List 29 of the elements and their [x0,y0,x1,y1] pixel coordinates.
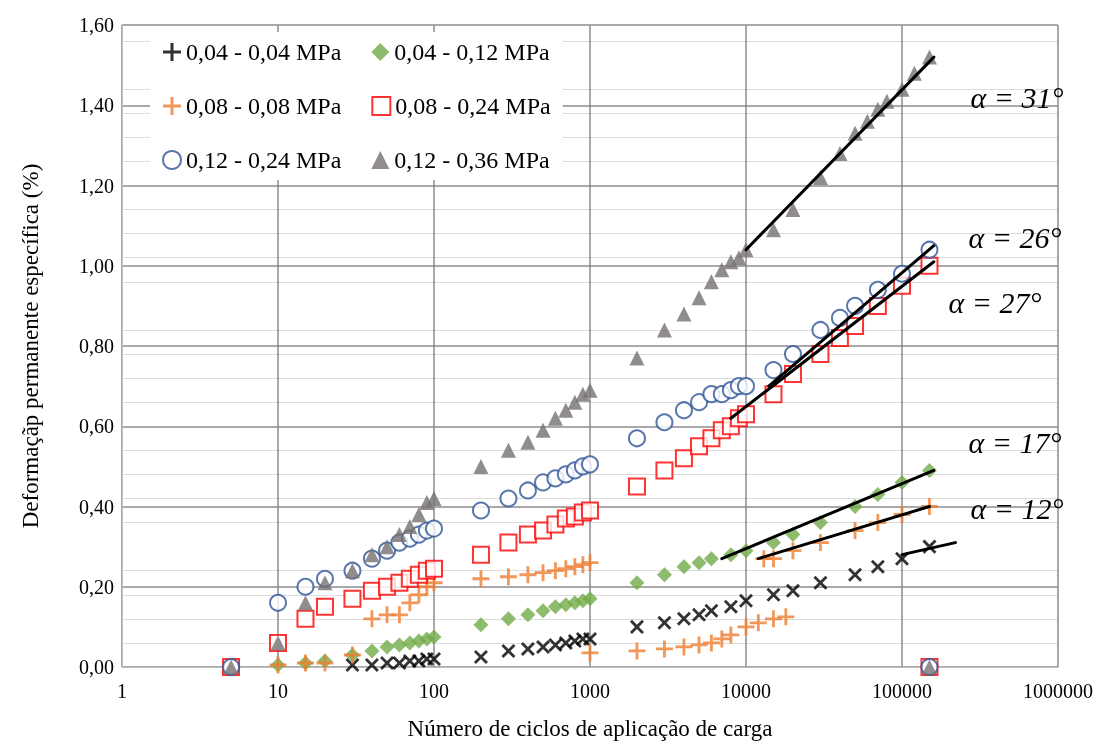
y-tick-label: 0,60 [79,415,114,438]
legend-label: 0,08 - 0,08 MPa [186,93,342,119]
y-tick-label: 0,40 [79,495,114,518]
y-tick-label: 1,40 [79,94,114,117]
legend-label: 0,08 - 0,24 MPa [395,93,552,119]
annotation: α = 26° [968,220,1062,254]
annotation: α = 12° [970,491,1064,525]
y-tick-label: 1,00 [79,254,114,277]
annotation: α = 17° [968,425,1062,459]
y-axis-title: Deformaçãp permanente específica (%) [18,163,43,529]
y-tick-label: 0,20 [79,575,114,598]
legend-label: 0,04 - 0,04 MPa [186,39,342,65]
legend-label: 0,12 - 0,36 MPa [394,147,551,173]
x-tick-label: 1 [117,680,127,702]
annotation: α = 27° [948,285,1042,319]
x-tick-label: 1000000 [1023,680,1093,702]
x-tick-label: 100000 [872,680,932,702]
x-tick-label: 10 [268,680,288,702]
y-tick-label: 1,60 [79,14,114,36]
annotation: α = 31° [970,80,1064,114]
x-axis-title: Número de ciclos de aplicação de carga [407,716,773,741]
y-tick-label: 0,00 [79,656,114,678]
x-tick-label: 10000 [721,680,771,702]
legend-label: 0,12 - 0,24 MPa [186,147,342,173]
y-tick-label: 0,80 [79,335,114,357]
x-tick-label: 100 [419,680,449,702]
legend-label: 0,04 - 0,12 MPa [394,39,551,65]
y-tick-label: 1,20 [79,174,114,197]
x-tick-label: 1000 [570,680,610,702]
